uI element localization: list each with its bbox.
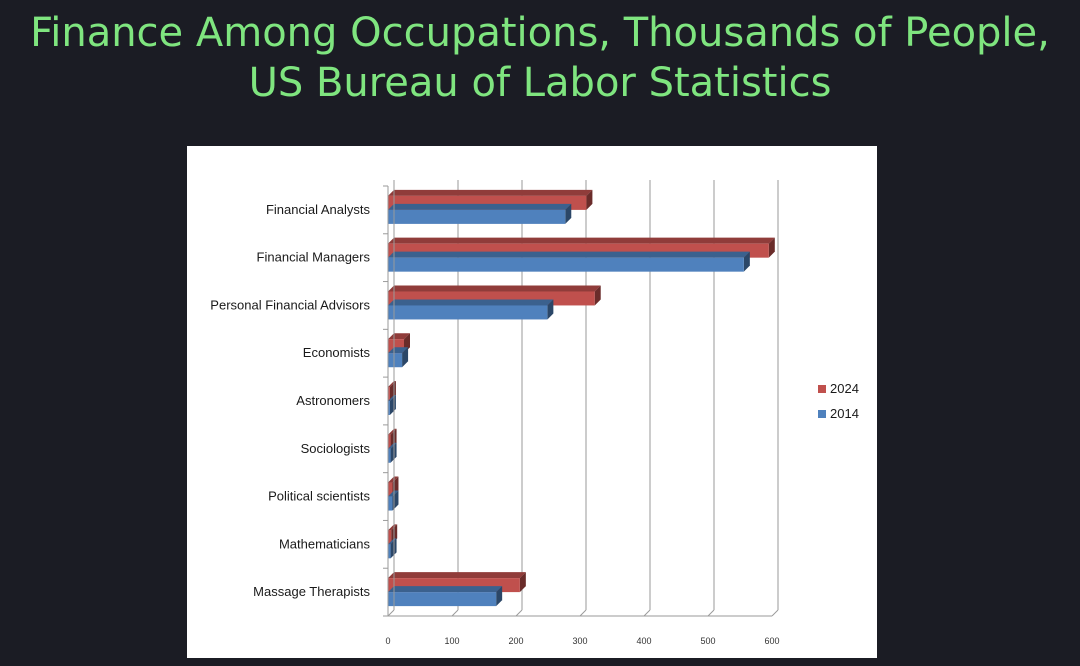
bar-top-2024-2 [388,237,775,244]
bar-top-2014-2 [388,251,750,258]
bar-side-2024-9 [519,572,526,593]
bar-top-2014-7 [388,490,399,497]
gridline-floor-400 [643,609,651,617]
bar-side-2014-3 [547,299,554,320]
category-label: Mathematicians [279,536,371,551]
slide-title-line-2: US Bureau of Labor Statistics [248,60,832,106]
bar-2014-8 [388,544,391,559]
chart-panel: Financial Analysts Financial Managers Pers… [187,146,877,658]
legend-label-2014: 2014 [830,406,859,421]
bar-top-2024-7 [388,476,399,483]
bar-side-2024-1 [586,189,593,210]
category-label: Personal Financial Advisors [210,297,370,312]
x-tick-label: 400 [636,636,651,646]
category-label: Political scientists [268,489,370,504]
gridline-floor-0 [387,609,395,617]
bar-2014-1 [388,209,566,224]
bar-2014-4 [388,353,403,368]
axes: Financial Analysts Financial Managers Pers… [210,180,780,646]
gridline-floor-300 [579,609,587,617]
category-label: Massage Therapists [253,584,370,599]
category-label: Financial Analysts [266,202,371,217]
bar-2024-5 [388,387,390,401]
bar-side-2014-9 [496,586,503,607]
x-tick-label: 200 [508,636,523,646]
bar-2014-2 [388,257,744,272]
bars [388,189,775,607]
x-tick-label: 600 [764,636,779,646]
bar-side-2014-2 [743,251,750,272]
bar-top-2014-3 [388,299,554,306]
bar-2024-7 [388,482,393,497]
gridline-floor-200 [515,609,523,617]
bar-top-2014-4 [388,347,409,354]
category-label: Financial Managers [257,250,371,265]
bar-2024-6 [388,434,391,449]
bar-2014-7 [388,496,393,511]
bar-2014-5 [388,401,390,415]
gridline-floor-100 [451,609,459,617]
x-tick-label: 500 [700,636,715,646]
x-tick-label: 100 [444,636,459,646]
bar-side-2014-1 [565,203,572,224]
bar-2014-9 [388,592,497,607]
slide-title: Finance Among Occupations, Thousands of … [0,8,1080,108]
legend-label-2024: 2024 [830,381,859,396]
bar-top-2024-9 [388,572,526,579]
bar-side-2014-4 [402,347,409,368]
bar-top-2024-8 [388,524,398,531]
legend-swatch-2024 [818,385,826,393]
category-label: Sociologists [301,441,371,456]
category-label: Economists [303,345,371,360]
bar-2014-6 [388,448,391,463]
bar-top-2014-1 [388,203,572,210]
gridline-floor-600 [771,609,779,617]
bar-side-2024-2 [768,237,775,258]
category-label: Astronomers [296,393,370,408]
bar-2024-8 [388,530,392,545]
bar-top-2014-9 [388,586,503,593]
bar-top-2024-3 [388,285,601,292]
bar-2014-3 [388,305,548,320]
x-tick-label: 0 [385,636,390,646]
legend-swatch-2014 [818,410,826,418]
bar-chart: Financial Analysts Financial Managers Pers… [210,180,859,646]
bar-side-2024-3 [594,285,601,306]
x-tick-label: 300 [572,636,587,646]
slide-title-line-1: Finance Among Occupations, Thousands of … [30,10,1050,56]
bar-top-2024-1 [388,189,593,196]
gridline-floor-500 [707,609,715,617]
legend: 2024 2014 [818,381,859,421]
